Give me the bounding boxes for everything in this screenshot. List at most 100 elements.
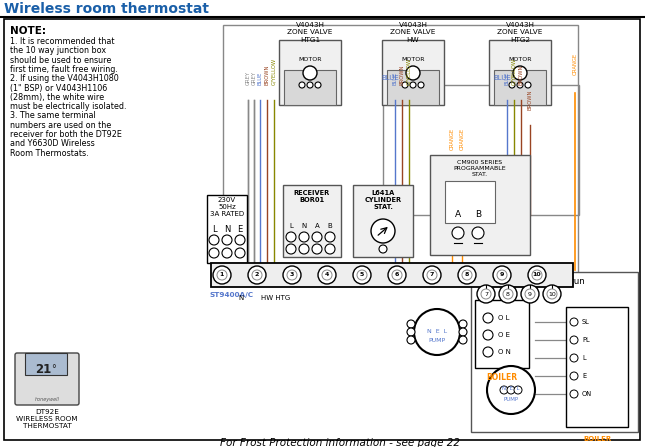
Text: ON: ON bbox=[582, 391, 592, 397]
Text: MOTOR: MOTOR bbox=[298, 57, 322, 62]
Circle shape bbox=[543, 285, 561, 303]
Text: 21: 21 bbox=[35, 363, 51, 376]
Text: 10: 10 bbox=[548, 291, 556, 296]
Circle shape bbox=[487, 366, 535, 414]
Circle shape bbox=[503, 289, 513, 299]
Text: 6: 6 bbox=[395, 273, 399, 278]
Text: 7: 7 bbox=[484, 291, 488, 296]
Text: numbers are used on the: numbers are used on the bbox=[10, 121, 111, 130]
Text: For Frost Protection information - see page 22: For Frost Protection information - see p… bbox=[220, 438, 460, 447]
Circle shape bbox=[388, 266, 406, 284]
Circle shape bbox=[402, 82, 408, 88]
Circle shape bbox=[525, 82, 531, 88]
Text: N  E  L: N E L bbox=[502, 386, 520, 391]
Text: 1. It is recommended that: 1. It is recommended that bbox=[10, 37, 115, 46]
Text: PUMP: PUMP bbox=[504, 397, 519, 402]
Bar bbox=[283, 185, 341, 257]
Text: 9: 9 bbox=[528, 291, 532, 296]
Text: (28mm), the white wire: (28mm), the white wire bbox=[10, 93, 104, 102]
Circle shape bbox=[514, 386, 522, 394]
Circle shape bbox=[235, 248, 245, 258]
Bar bbox=[207, 195, 247, 263]
Circle shape bbox=[497, 270, 507, 280]
Circle shape bbox=[452, 227, 464, 239]
Bar bbox=[566, 307, 628, 427]
Text: HW HTG: HW HTG bbox=[261, 295, 291, 301]
Text: L641A
CYLINDER
STAT.: L641A CYLINDER STAT. bbox=[364, 190, 402, 210]
Text: SL: SL bbox=[582, 319, 590, 325]
Text: GREY: GREY bbox=[246, 71, 250, 85]
Text: MOTOR: MOTOR bbox=[508, 57, 531, 62]
Circle shape bbox=[371, 219, 395, 243]
Circle shape bbox=[307, 82, 313, 88]
Circle shape bbox=[427, 270, 437, 280]
Circle shape bbox=[477, 285, 495, 303]
Bar bbox=[471, 272, 638, 432]
Circle shape bbox=[570, 336, 578, 344]
Text: B: B bbox=[475, 210, 481, 219]
Bar bbox=[430, 155, 530, 255]
Circle shape bbox=[493, 266, 511, 284]
Circle shape bbox=[406, 66, 420, 80]
Circle shape bbox=[570, 390, 578, 398]
Circle shape bbox=[483, 313, 493, 323]
Text: V4043H
ZONE VALVE
HTG1: V4043H ZONE VALVE HTG1 bbox=[287, 22, 333, 43]
Circle shape bbox=[459, 320, 467, 328]
Circle shape bbox=[318, 266, 336, 284]
Text: Room Thermostats.: Room Thermostats. bbox=[10, 148, 88, 158]
FancyBboxPatch shape bbox=[15, 353, 79, 405]
Circle shape bbox=[407, 320, 415, 328]
Text: ORANGE: ORANGE bbox=[573, 53, 577, 75]
Circle shape bbox=[353, 266, 371, 284]
Text: 2. If using the V4043H1080: 2. If using the V4043H1080 bbox=[10, 74, 119, 83]
Circle shape bbox=[570, 318, 578, 326]
Circle shape bbox=[407, 328, 415, 336]
Text: 1: 1 bbox=[220, 273, 224, 278]
Text: G/YELLOW: G/YELLOW bbox=[406, 58, 412, 85]
Bar bbox=[445, 181, 495, 223]
Text: should be used to ensure: should be used to ensure bbox=[10, 55, 112, 65]
Text: O L: O L bbox=[498, 315, 510, 321]
Bar bbox=[387, 70, 439, 105]
Text: ORANGE: ORANGE bbox=[459, 128, 464, 150]
Text: BLUE: BLUE bbox=[493, 75, 511, 81]
Circle shape bbox=[472, 227, 484, 239]
Circle shape bbox=[312, 244, 322, 254]
Circle shape bbox=[570, 354, 578, 362]
Text: N: N bbox=[301, 223, 306, 229]
Text: ST9400A/C: ST9400A/C bbox=[209, 292, 253, 298]
Text: V4043H
ZONE VALVE
HTG2: V4043H ZONE VALVE HTG2 bbox=[497, 22, 542, 43]
Circle shape bbox=[509, 82, 515, 88]
Circle shape bbox=[357, 270, 367, 280]
Circle shape bbox=[287, 270, 297, 280]
Text: V4043H
ZONE VALVE
HW: V4043H ZONE VALVE HW bbox=[390, 22, 435, 43]
Text: BOILER: BOILER bbox=[583, 436, 611, 442]
Text: BLUE: BLUE bbox=[504, 72, 510, 85]
Text: N: N bbox=[239, 295, 244, 301]
Text: Wireless room thermostat: Wireless room thermostat bbox=[4, 2, 209, 16]
Text: O E: O E bbox=[498, 332, 510, 338]
Circle shape bbox=[299, 244, 309, 254]
Circle shape bbox=[315, 82, 321, 88]
Text: NOTE:: NOTE: bbox=[10, 26, 46, 36]
Circle shape bbox=[423, 266, 441, 284]
Text: A: A bbox=[455, 210, 461, 219]
Text: BROWN: BROWN bbox=[519, 65, 524, 85]
Text: receiver for both the DT92E: receiver for both the DT92E bbox=[10, 130, 122, 139]
Circle shape bbox=[209, 248, 219, 258]
Bar bbox=[284, 70, 336, 105]
Text: GREY: GREY bbox=[252, 71, 257, 85]
Text: BROWN: BROWN bbox=[528, 90, 533, 110]
Text: BLUE: BLUE bbox=[393, 72, 397, 85]
Bar bbox=[211, 263, 573, 287]
Circle shape bbox=[303, 66, 317, 80]
Circle shape bbox=[410, 82, 416, 88]
Circle shape bbox=[299, 232, 309, 242]
Bar bbox=[353, 185, 413, 257]
Text: 4: 4 bbox=[325, 273, 329, 278]
Text: BLUE: BLUE bbox=[257, 72, 263, 85]
Circle shape bbox=[325, 244, 335, 254]
Circle shape bbox=[392, 270, 402, 280]
Circle shape bbox=[252, 270, 262, 280]
Bar bbox=[279, 40, 341, 105]
